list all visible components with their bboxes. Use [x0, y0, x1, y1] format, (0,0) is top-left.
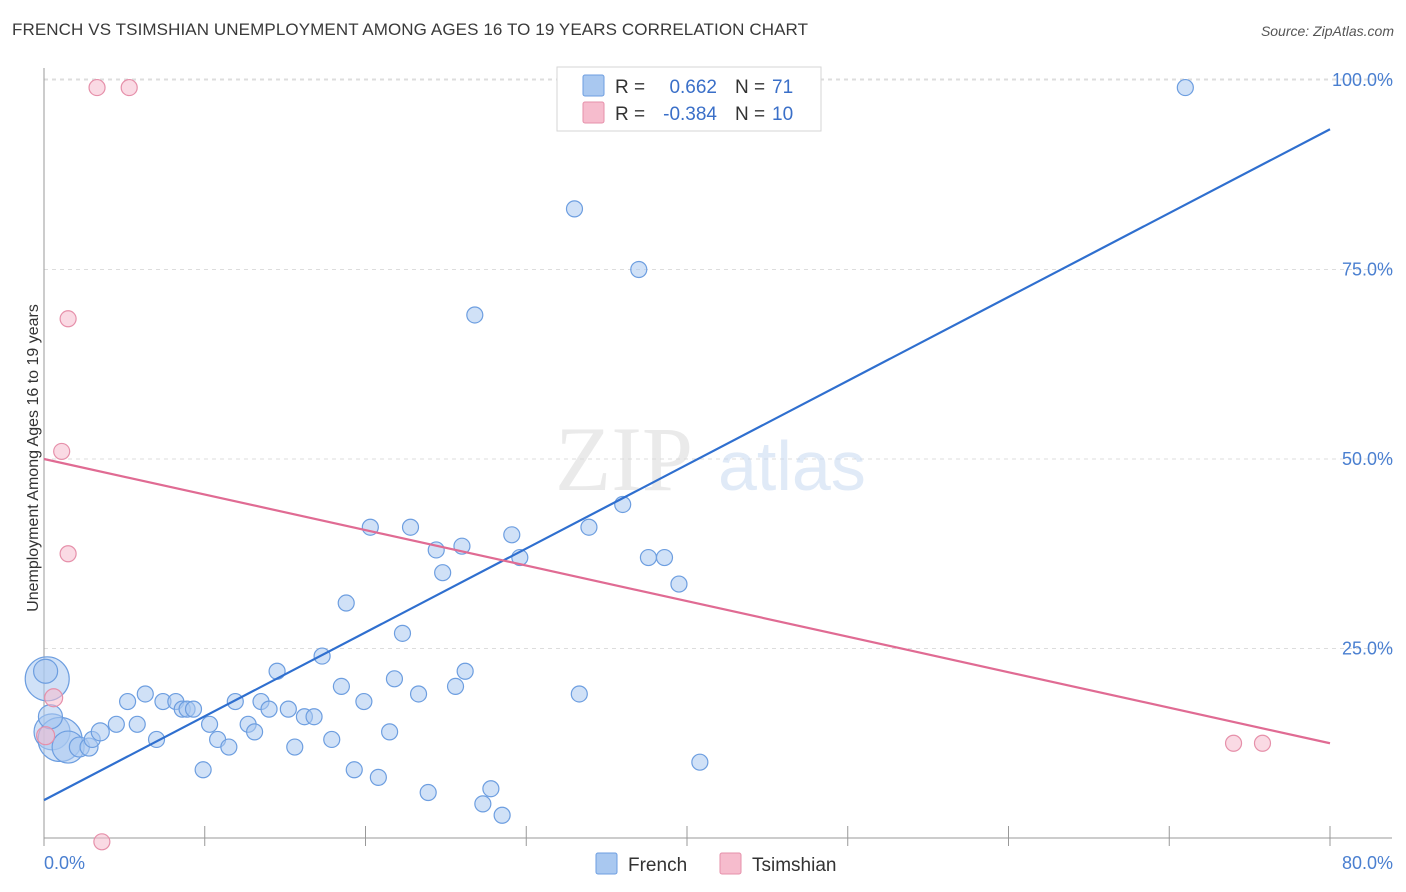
point-french-49: [419, 783, 437, 802]
point-tsimshian-4: [59, 545, 77, 563]
point-french-31: [286, 738, 304, 756]
point-french-37: [337, 594, 355, 612]
bottom-legend-swatch-tsimshian: [719, 852, 742, 875]
point-french-9: [90, 722, 110, 742]
x-tick-label-min: 0.0%: [44, 853, 85, 873]
bottom-legend-label-tsimshian: Tsimshian: [752, 855, 836, 876]
y-tick-label-25: 25.0%: [1342, 639, 1393, 659]
point-french-44: [393, 624, 412, 642]
correlation-legend: R = 0.662 N = 71 R = -0.384 N = 10: [556, 66, 822, 132]
point-french-10: [107, 715, 125, 733]
point-tsimshian-0: [36, 726, 56, 746]
point-french-23: [220, 738, 238, 756]
point-french-64: [639, 548, 658, 567]
point-french-54: [474, 795, 492, 813]
legend-swatch-french: [582, 74, 605, 97]
watermark: ZIP atlas: [555, 408, 866, 510]
point-french-3: [37, 704, 64, 730]
legend-r-value-tsimshian: -0.384: [663, 104, 717, 125]
point-tsimshian-6: [93, 833, 111, 851]
y-axis-label: Unemployment Among Ages 16 to 19 years: [25, 304, 42, 612]
chart-title: FRENCH VS TSIMSHIAN UNEMPLOYMENT AMONG A…: [12, 20, 809, 39]
point-french-43: [385, 670, 404, 688]
trend-layer: [43, 128, 1331, 802]
x-tick-label-max: 80.0%: [1342, 853, 1393, 873]
point-french-41: [369, 768, 387, 786]
point-tsimshian-1: [44, 688, 64, 708]
point-french-63: [630, 260, 648, 279]
point-french-55: [482, 780, 500, 798]
point-french-26: [245, 723, 264, 741]
point-tsimshian-5: [88, 78, 106, 97]
point-french-30: [279, 700, 297, 718]
point-french-53: [466, 306, 484, 324]
point-french-19: [184, 700, 203, 718]
point-french-29: [268, 662, 286, 680]
point-french-61: [580, 518, 598, 536]
series-legend: French Tsimshian: [595, 852, 836, 876]
point-french-39: [355, 692, 373, 711]
point-french-21: [200, 715, 219, 733]
legend-n-label-french: N =: [735, 77, 765, 98]
point-french-36: [332, 677, 350, 696]
legend-r-label-tsimshian: R =: [615, 104, 645, 125]
point-french-5: [33, 658, 59, 684]
point-french-33: [305, 708, 323, 726]
point-french-45: [401, 518, 420, 536]
legend-r-value-french: 0.662: [669, 77, 717, 98]
legend-n-value-tsimshian: 10: [772, 104, 793, 125]
point-tsimshian-2: [53, 442, 71, 461]
point-french-67: [691, 753, 709, 771]
bottom-legend-label-french: French: [628, 855, 687, 876]
point-french-60: [570, 685, 588, 703]
point-french-35: [323, 730, 341, 749]
point-french-48: [434, 564, 452, 582]
watermark-zip: ZIP: [555, 408, 693, 510]
grid-layer: [44, 78, 1392, 649]
point-french-68: [1176, 78, 1194, 97]
x-ticks: [43, 826, 1331, 846]
point-french-57: [503, 526, 521, 544]
point-french-13: [136, 685, 154, 703]
point-tsimshian-3: [59, 310, 77, 328]
legend-n-label-tsimshian: N =: [735, 104, 765, 125]
chart-source: Source: ZipAtlas.com: [1260, 23, 1394, 39]
point-french-42: [381, 723, 399, 741]
point-french-20: [194, 761, 212, 779]
y-tick-label-100: 100.0%: [1332, 70, 1393, 90]
point-french-46: [409, 685, 428, 703]
point-french-66: [670, 575, 688, 593]
bottom-legend-swatch-french: [595, 852, 618, 875]
y-tick-label-50: 50.0%: [1342, 449, 1393, 469]
point-tsimshian-8: [1224, 734, 1243, 752]
legend-swatch-tsimshian: [582, 101, 605, 124]
point-tsimshian-9: [1253, 734, 1272, 752]
y-tick-label-75: 75.0%: [1342, 260, 1393, 280]
trendline-french: [43, 128, 1331, 802]
point-french-12: [128, 715, 146, 733]
point-french-24: [226, 692, 244, 711]
trendline-tsimshian: [43, 457, 1331, 745]
point-tsimshian-7: [120, 78, 138, 97]
point-french-52: [456, 662, 474, 680]
point-french-59: [565, 200, 584, 218]
watermark-atlas: atlas: [718, 427, 866, 505]
point-french-11: [118, 692, 137, 711]
point-french-28: [260, 700, 278, 718]
point-french-38: [345, 761, 363, 779]
legend-r-label-french: R =: [615, 77, 645, 98]
points-layer: [24, 78, 1272, 851]
legend-n-value-french: 71: [772, 77, 793, 98]
point-french-50: [446, 677, 465, 696]
point-french-56: [493, 806, 511, 824]
y-tick-labels: 25.0% 50.0% 75.0% 100.0%: [1332, 70, 1393, 659]
point-french-65: [655, 548, 674, 567]
